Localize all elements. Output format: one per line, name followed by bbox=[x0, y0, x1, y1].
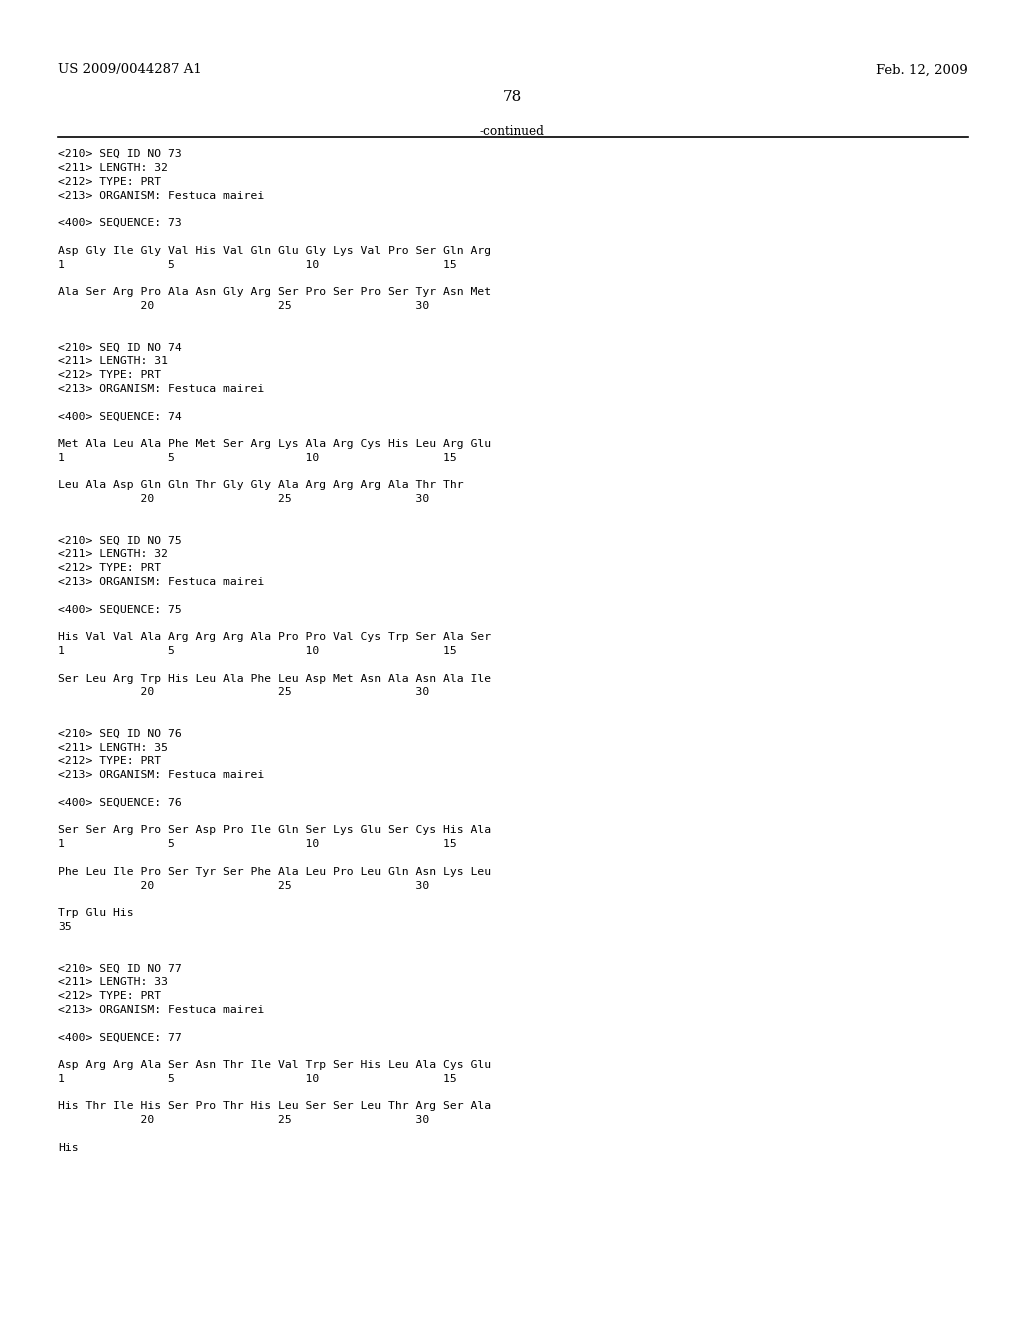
Text: <210> SEQ ID NO 77: <210> SEQ ID NO 77 bbox=[58, 964, 182, 973]
Text: 1               5                   10                  15: 1 5 10 15 bbox=[58, 1073, 457, 1084]
Text: Feb. 12, 2009: Feb. 12, 2009 bbox=[876, 63, 968, 77]
Text: 35: 35 bbox=[58, 921, 72, 932]
Text: <212> TYPE: PRT: <212> TYPE: PRT bbox=[58, 756, 162, 767]
Text: <210> SEQ ID NO 74: <210> SEQ ID NO 74 bbox=[58, 342, 182, 352]
Text: <212> TYPE: PRT: <212> TYPE: PRT bbox=[58, 177, 162, 186]
Text: <212> TYPE: PRT: <212> TYPE: PRT bbox=[58, 564, 162, 573]
Text: 20                  25                  30: 20 25 30 bbox=[58, 1115, 430, 1125]
Text: 1               5                   10                  15: 1 5 10 15 bbox=[58, 840, 457, 849]
Text: US 2009/0044287 A1: US 2009/0044287 A1 bbox=[58, 63, 202, 77]
Text: <210> SEQ ID NO 73: <210> SEQ ID NO 73 bbox=[58, 149, 182, 160]
Text: 1               5                   10                  15: 1 5 10 15 bbox=[58, 260, 457, 269]
Text: <213> ORGANISM: Festuca mairei: <213> ORGANISM: Festuca mairei bbox=[58, 384, 264, 393]
Text: <211> LENGTH: 32: <211> LENGTH: 32 bbox=[58, 162, 168, 173]
Text: <210> SEQ ID NO 76: <210> SEQ ID NO 76 bbox=[58, 729, 182, 739]
Text: Ser Leu Arg Trp His Leu Ala Phe Leu Asp Met Asn Ala Asn Ala Ile: Ser Leu Arg Trp His Leu Ala Phe Leu Asp … bbox=[58, 673, 492, 684]
Text: Phe Leu Ile Pro Ser Tyr Ser Phe Ala Leu Pro Leu Gln Asn Lys Leu: Phe Leu Ile Pro Ser Tyr Ser Phe Ala Leu … bbox=[58, 867, 492, 876]
Text: Met Ala Leu Ala Phe Met Ser Arg Lys Ala Arg Cys His Leu Arg Glu: Met Ala Leu Ala Phe Met Ser Arg Lys Ala … bbox=[58, 440, 492, 449]
Text: <211> LENGTH: 35: <211> LENGTH: 35 bbox=[58, 743, 168, 752]
Text: <213> ORGANISM: Festuca mairei: <213> ORGANISM: Festuca mairei bbox=[58, 190, 264, 201]
Text: <212> TYPE: PRT: <212> TYPE: PRT bbox=[58, 991, 162, 1001]
Text: <213> ORGANISM: Festuca mairei: <213> ORGANISM: Festuca mairei bbox=[58, 577, 264, 587]
Text: Leu Ala Asp Gln Gln Thr Gly Gly Ala Arg Arg Arg Ala Thr Thr: Leu Ala Asp Gln Gln Thr Gly Gly Ala Arg … bbox=[58, 480, 464, 490]
Text: <210> SEQ ID NO 75: <210> SEQ ID NO 75 bbox=[58, 536, 182, 545]
Text: Ser Ser Arg Pro Ser Asp Pro Ile Gln Ser Lys Glu Ser Cys His Ala: Ser Ser Arg Pro Ser Asp Pro Ile Gln Ser … bbox=[58, 825, 492, 836]
Text: Ala Ser Arg Pro Ala Asn Gly Arg Ser Pro Ser Pro Ser Tyr Asn Met: Ala Ser Arg Pro Ala Asn Gly Arg Ser Pro … bbox=[58, 288, 492, 297]
Text: <211> LENGTH: 31: <211> LENGTH: 31 bbox=[58, 356, 168, 366]
Text: 20                  25                  30: 20 25 30 bbox=[58, 688, 430, 697]
Text: Asp Arg Arg Ala Ser Asn Thr Ile Val Trp Ser His Leu Ala Cys Glu: Asp Arg Arg Ala Ser Asn Thr Ile Val Trp … bbox=[58, 1060, 492, 1071]
Text: 1               5                   10                  15: 1 5 10 15 bbox=[58, 645, 457, 656]
Text: <211> LENGTH: 33: <211> LENGTH: 33 bbox=[58, 977, 168, 987]
Text: 78: 78 bbox=[503, 90, 521, 104]
Text: -continued: -continued bbox=[479, 125, 545, 139]
Text: His: His bbox=[58, 1143, 79, 1152]
Text: <212> TYPE: PRT: <212> TYPE: PRT bbox=[58, 370, 162, 380]
Text: 1               5                   10                  15: 1 5 10 15 bbox=[58, 453, 457, 463]
Text: <211> LENGTH: 32: <211> LENGTH: 32 bbox=[58, 549, 168, 560]
Text: <400> SEQUENCE: 75: <400> SEQUENCE: 75 bbox=[58, 605, 182, 615]
Text: <400> SEQUENCE: 76: <400> SEQUENCE: 76 bbox=[58, 797, 182, 808]
Text: 20                  25                  30: 20 25 30 bbox=[58, 880, 430, 891]
Text: <213> ORGANISM: Festuca mairei: <213> ORGANISM: Festuca mairei bbox=[58, 770, 264, 780]
Text: 20                  25                  30: 20 25 30 bbox=[58, 494, 430, 504]
Text: Trp Glu His: Trp Glu His bbox=[58, 908, 134, 919]
Text: <400> SEQUENCE: 74: <400> SEQUENCE: 74 bbox=[58, 412, 182, 421]
Text: 20                  25                  30: 20 25 30 bbox=[58, 301, 430, 312]
Text: His Thr Ile His Ser Pro Thr His Leu Ser Ser Leu Thr Arg Ser Ala: His Thr Ile His Ser Pro Thr His Leu Ser … bbox=[58, 1101, 492, 1111]
Text: His Val Val Ala Arg Arg Arg Ala Pro Pro Val Cys Trp Ser Ala Ser: His Val Val Ala Arg Arg Arg Ala Pro Pro … bbox=[58, 632, 492, 642]
Text: <400> SEQUENCE: 73: <400> SEQUENCE: 73 bbox=[58, 218, 182, 228]
Text: <213> ORGANISM: Festuca mairei: <213> ORGANISM: Festuca mairei bbox=[58, 1005, 264, 1015]
Text: <400> SEQUENCE: 77: <400> SEQUENCE: 77 bbox=[58, 1032, 182, 1043]
Text: Asp Gly Ile Gly Val His Val Gln Glu Gly Lys Val Pro Ser Gln Arg: Asp Gly Ile Gly Val His Val Gln Glu Gly … bbox=[58, 246, 492, 256]
